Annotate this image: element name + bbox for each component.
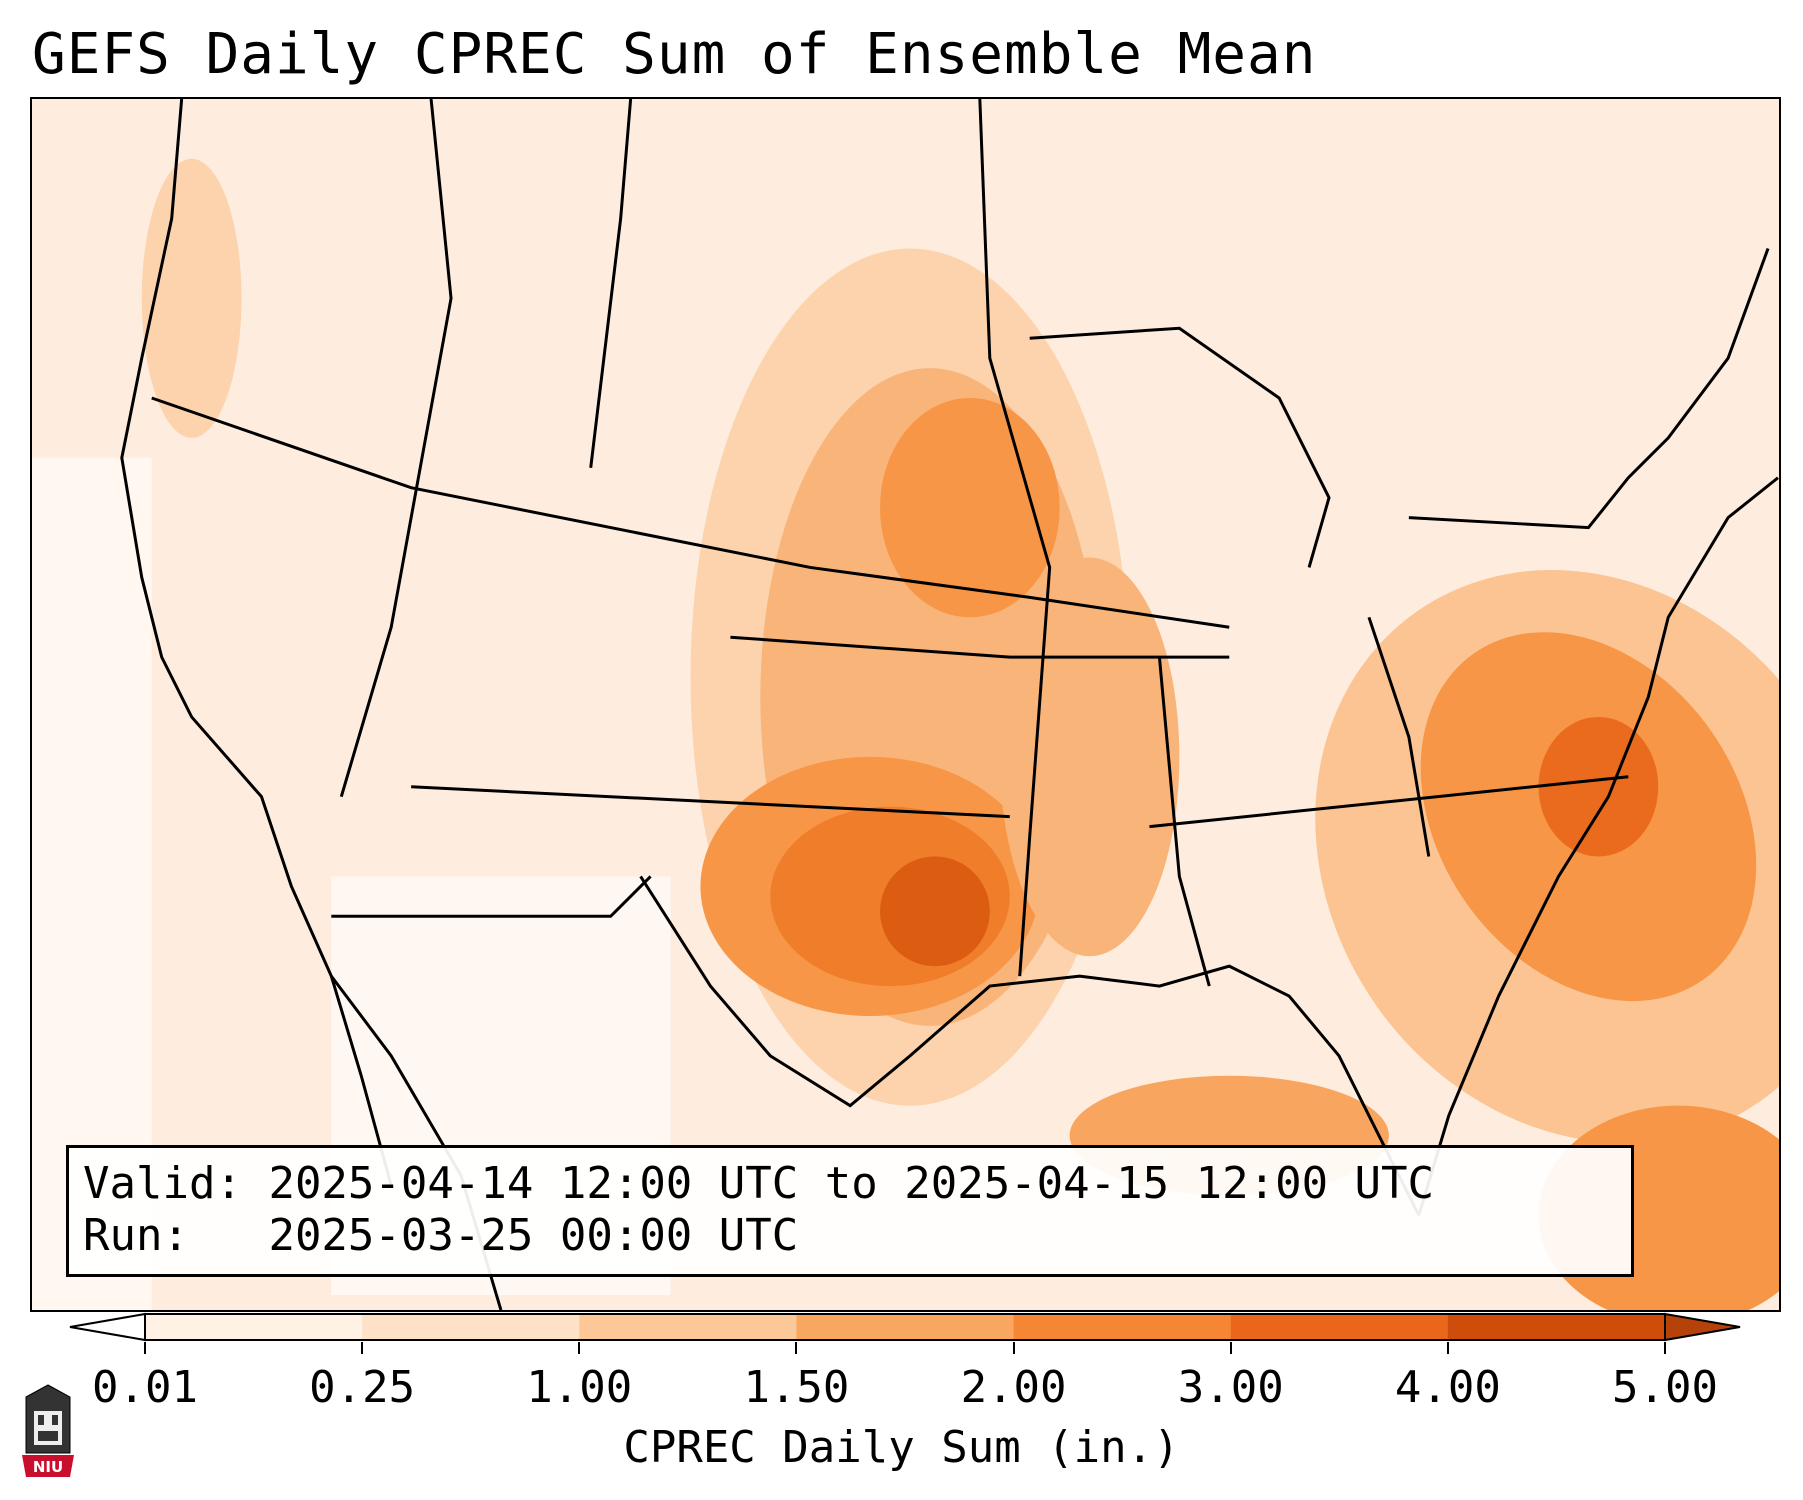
- colorbar-segment: [362, 1314, 580, 1340]
- colorbar-tick: [144, 1342, 146, 1354]
- colorbar-outline: [144, 1313, 1666, 1341]
- valid-label: Valid:: [83, 1158, 242, 1209]
- colorbar-ticks: 0.01 0.25 1.00 1.50 2.00 3.00 4.00 5.00: [0, 1342, 1803, 1422]
- colorbar-tick-label: 1.50: [743, 1362, 850, 1413]
- run-label: Run:: [83, 1210, 189, 1261]
- colorbar-tick: [795, 1342, 798, 1354]
- colorbar-tick: [361, 1342, 364, 1354]
- map-title: GEFS Daily CPREC Sum of Ensemble Mean: [32, 22, 1317, 87]
- precip-field: [32, 99, 1779, 1310]
- colorbar-tick: [1664, 1342, 1666, 1354]
- colorbar-tick: [1229, 1342, 1232, 1354]
- colorbar-tick: [1446, 1342, 1449, 1354]
- colorbar-tick: [1012, 1342, 1015, 1354]
- colorbar-segment: [1447, 1314, 1666, 1340]
- svg-text:NIU: NIU: [33, 1458, 63, 1476]
- colorbar-tick-label: 3.00: [1177, 1362, 1284, 1413]
- colorbar-label: CPREC Daily Sum (in.): [623, 1422, 1180, 1473]
- colorbar-tick: [578, 1342, 581, 1354]
- colorbar-tick-label: 1.00: [526, 1362, 633, 1413]
- colorbar-tick-label: 2.00: [960, 1362, 1067, 1413]
- map-canvas: [32, 99, 1779, 1310]
- run-time: 2025-03-25 00:00 UTC: [268, 1210, 799, 1261]
- coastlines-and-borders: [120, 99, 1779, 1310]
- niu-logo: NIU: [20, 1383, 76, 1479]
- colorbar-tick-label: 5.00: [1612, 1362, 1718, 1413]
- valid-range: 2025-04-14 12:00 UTC to 2025-04-15 12:00…: [268, 1158, 1435, 1209]
- colorbar-segment: [579, 1314, 797, 1340]
- colorbar-segment: [1230, 1314, 1449, 1340]
- colorbar-segment: [796, 1314, 1015, 1340]
- colorbar: [69, 1312, 1741, 1342]
- valid-run-info-box: Valid: 2025-04-14 12:00 UTC to 2025-04-1…: [66, 1145, 1634, 1277]
- colorbar-segment: [145, 1314, 363, 1340]
- colorbar-extend-low: [69, 1312, 146, 1342]
- colorbar-svg: [69, 1312, 1741, 1342]
- colorbar-segment: [1013, 1314, 1232, 1340]
- precipitation-map: [30, 97, 1781, 1312]
- colorbar-tick-label: 0.25: [309, 1362, 416, 1413]
- colorbar-extend-high: [1664, 1312, 1741, 1342]
- colorbar-tick-label: 0.01: [92, 1362, 198, 1413]
- colorbar-tick-label: 4.00: [1394, 1362, 1501, 1413]
